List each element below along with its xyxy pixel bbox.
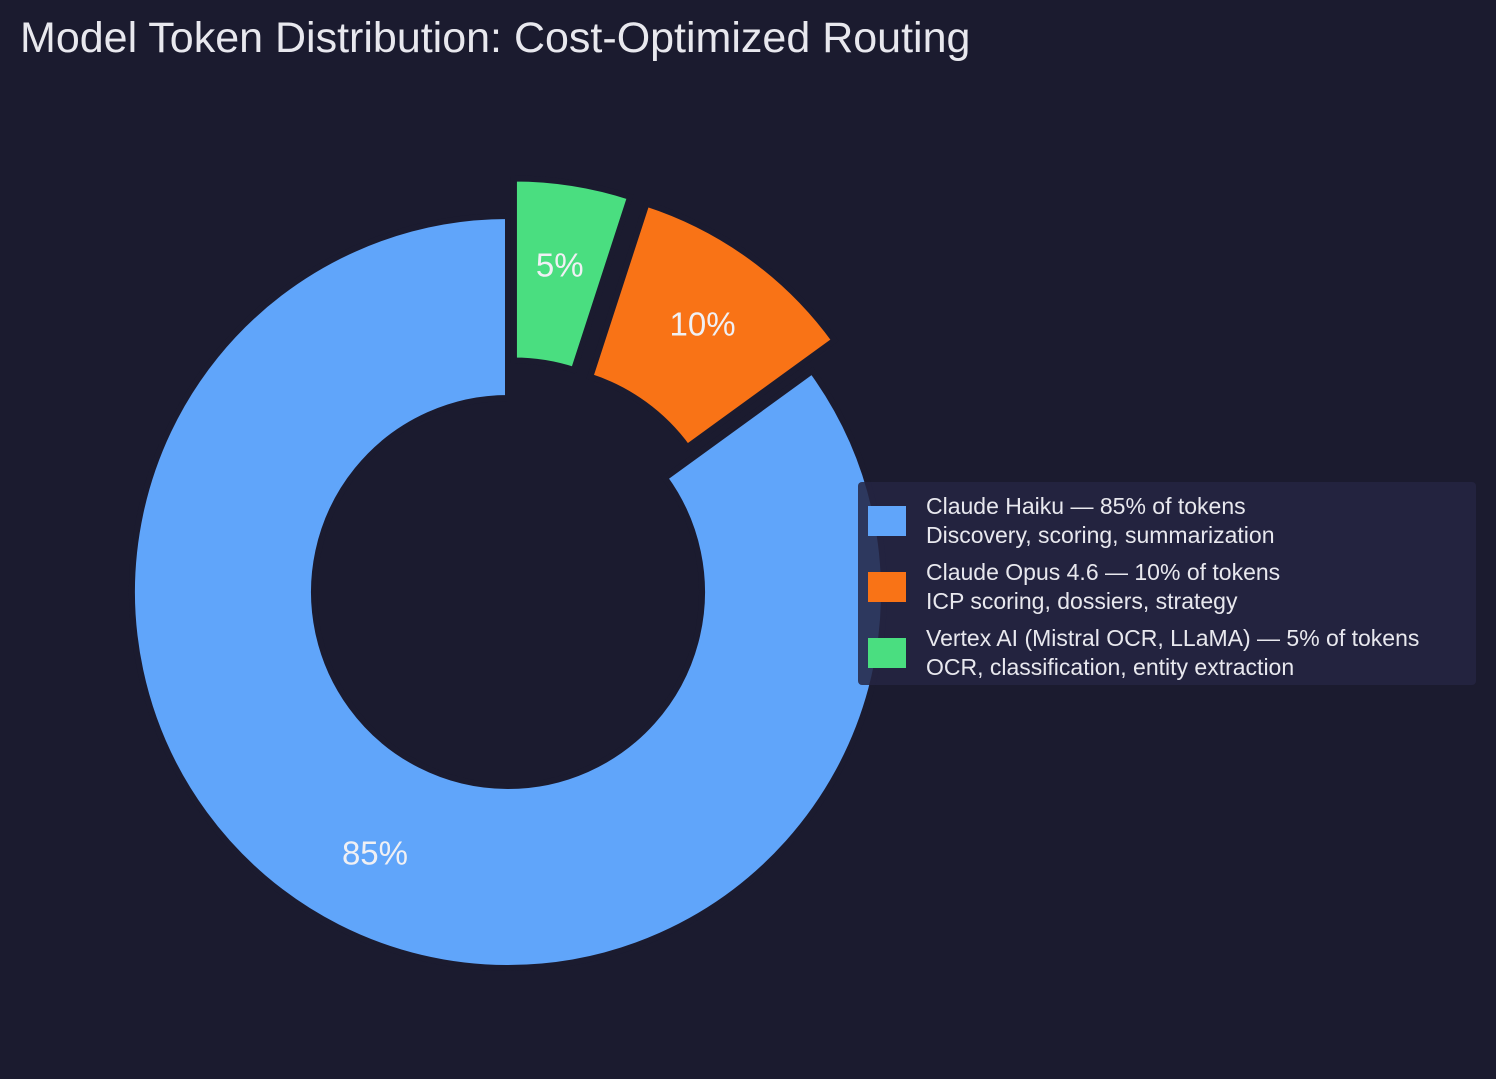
- legend-swatch-vertex: [868, 638, 906, 668]
- legend-sublabel-vertex: OCR, classification, entity extraction: [926, 654, 1295, 680]
- slice-opus: [586, 199, 839, 452]
- legend-item-opus: Claude Opus 4.6 — 10% of tokens ICP scor…: [868, 554, 1466, 620]
- legend-label-vertex: Vertex AI (Mistral OCR, LLaMA) — 5% of t…: [926, 625, 1420, 651]
- legend-label-opus: Claude Opus 4.6 — 10% of tokens: [926, 559, 1281, 585]
- legend-sublabel-opus: ICP scoring, dossiers, strategy: [926, 588, 1238, 614]
- legend-item-haiku: Claude Haiku — 85% of tokens Discovery, …: [868, 488, 1466, 554]
- slice-label-haiku: 85%: [342, 835, 408, 872]
- legend-item-vertex: Vertex AI (Mistral OCR, LLaMA) — 5% of t…: [868, 620, 1466, 686]
- legend-swatch-haiku: [868, 506, 906, 536]
- legend: Claude Haiku — 85% of tokens Discovery, …: [858, 482, 1476, 685]
- slice-vertex: [510, 175, 634, 374]
- legend-swatch-opus: [868, 572, 906, 602]
- slice-label-vertex: 5%: [536, 247, 584, 284]
- chart-title: Model Token Distribution: Cost-Optimized…: [20, 14, 971, 62]
- legend-label-haiku: Claude Haiku — 85% of tokens: [926, 493, 1246, 519]
- slice-label-opus: 10%: [670, 306, 736, 343]
- legend-sublabel-haiku: Discovery, scoring, summarization: [926, 522, 1275, 548]
